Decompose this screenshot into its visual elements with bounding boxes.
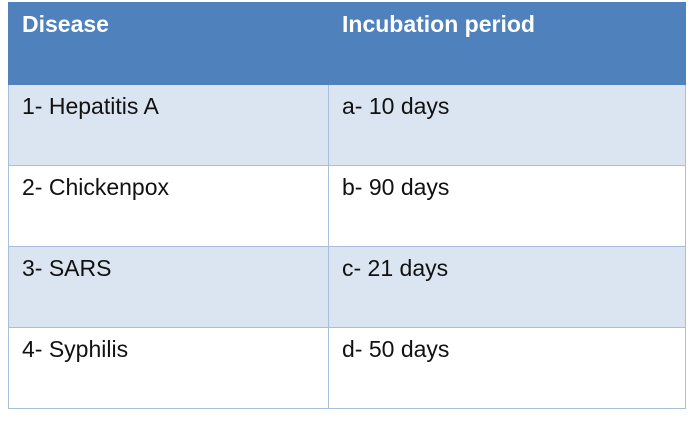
incubation-cell: d- 50 days: [328, 327, 686, 409]
incubation-cell: b- 90 days: [328, 165, 686, 247]
header-disease: Disease: [8, 2, 329, 85]
table-row: 3- SARS c- 21 days: [8, 246, 686, 328]
matching-table-container: Disease Incubation period 1- Hepatitis A…: [8, 2, 686, 409]
disease-cell: 4- Syphilis: [8, 327, 329, 409]
disease-cell: 1- Hepatitis A: [8, 84, 329, 166]
header-incubation-period: Incubation period: [328, 2, 686, 85]
table-header-row: Disease Incubation period: [8, 2, 686, 85]
table-row: 4- Syphilis d- 50 days: [8, 327, 686, 409]
disease-incubation-table: Disease Incubation period 1- Hepatitis A…: [8, 2, 686, 409]
disease-cell: 2- Chickenpox: [8, 165, 329, 247]
table-row: 1- Hepatitis A a- 10 days: [8, 84, 686, 166]
table-row: 2- Chickenpox b- 90 days: [8, 165, 686, 247]
disease-cell: 3- SARS: [8, 246, 329, 328]
incubation-cell: c- 21 days: [328, 246, 686, 328]
incubation-cell: a- 10 days: [328, 84, 686, 166]
